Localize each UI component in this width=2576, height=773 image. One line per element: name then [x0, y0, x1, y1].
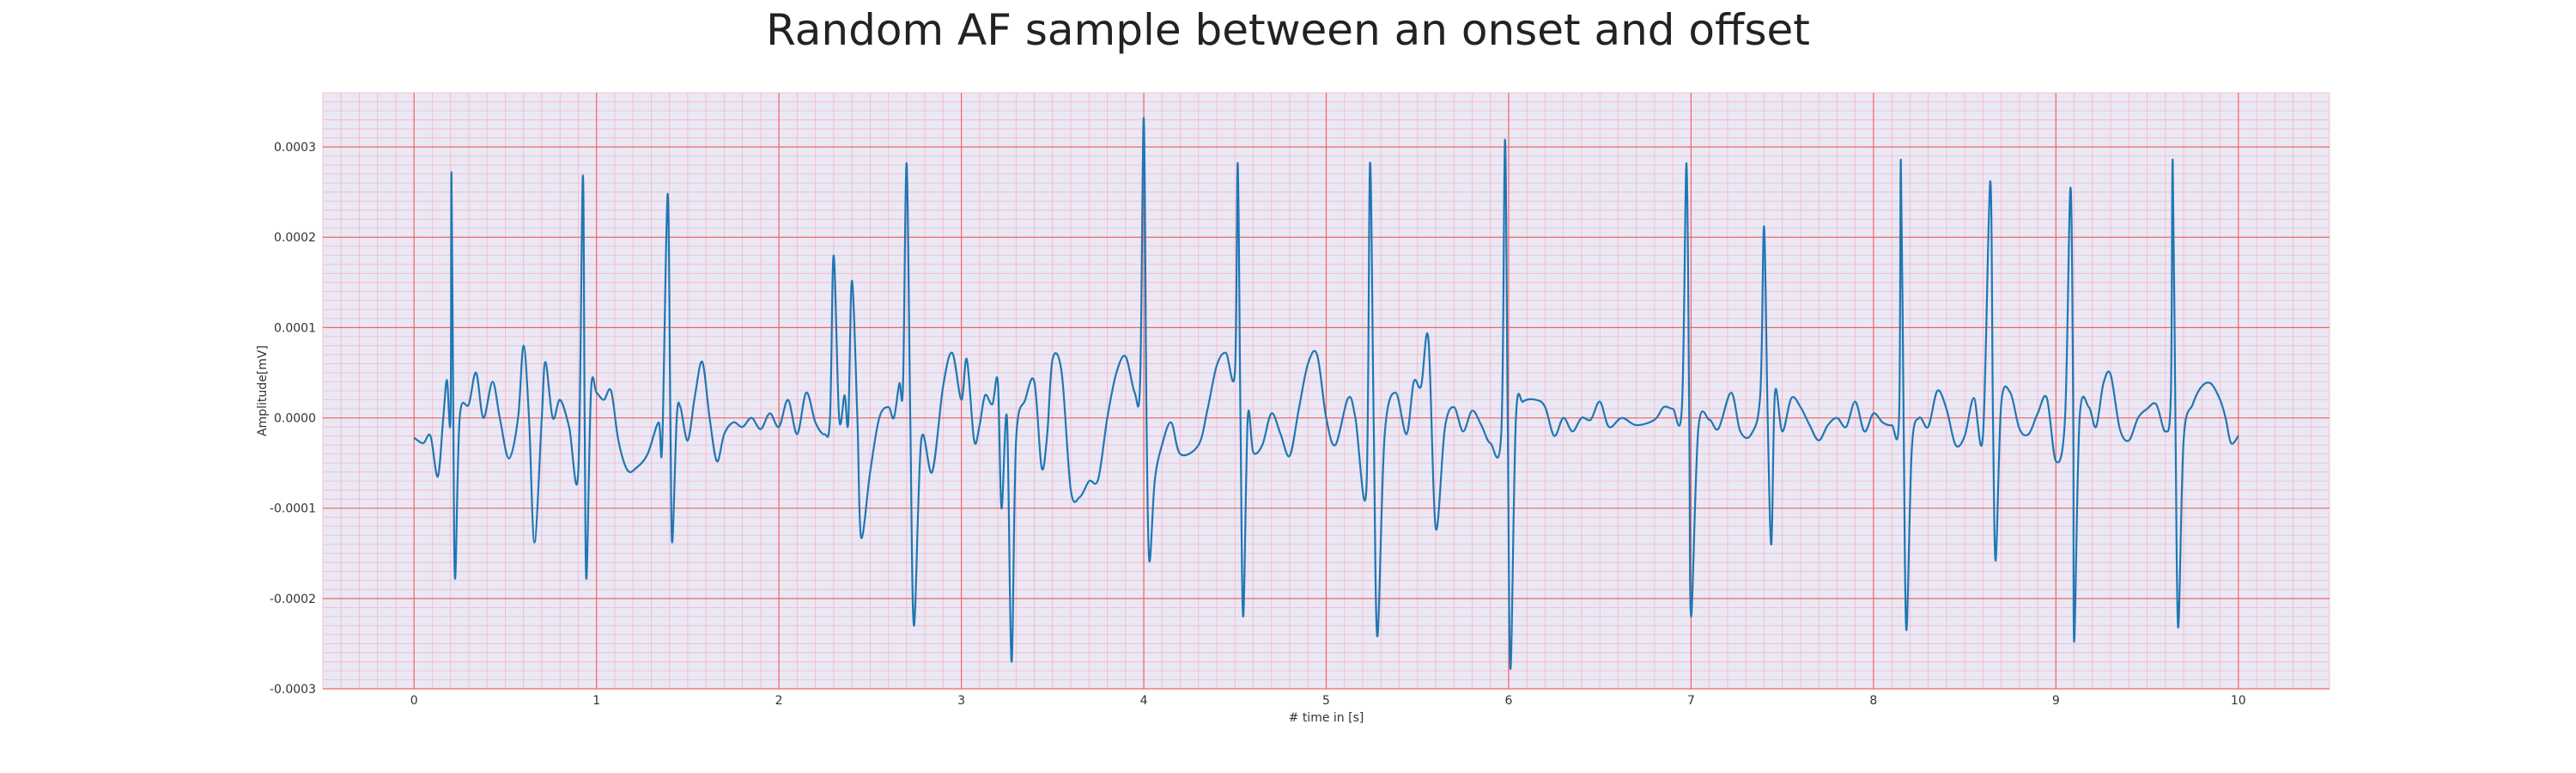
y-tick-label: 0.0001 [274, 321, 316, 335]
series-line-0 [413, 117, 2239, 670]
y-axis-label: Amplitude[mV] [256, 345, 270, 436]
x-tick-label: 5 [1322, 694, 1330, 708]
x-axis-label: # time in [s] [1289, 711, 1364, 725]
x-tick-label: 8 [1869, 694, 1877, 708]
y-tick-label: -0.0003 [270, 683, 316, 697]
y-tick-label: -0.0001 [270, 502, 316, 516]
x-tick-label: 4 [1140, 694, 1148, 708]
major-grid [323, 93, 2330, 690]
chart-title: Random AF sample between an onset and of… [766, 5, 1810, 55]
y-tick-label: 0.0000 [274, 412, 316, 426]
series-layer [413, 117, 2239, 670]
x-tick-label: 1 [592, 694, 600, 708]
y-axis-ticks: -0.0003 -0.0002 -0.0001 0.0000 0.0001 0.0002 0… [270, 141, 316, 697]
x-tick-label: 3 [957, 694, 965, 708]
y-tick-label: 0.0003 [274, 141, 316, 155]
x-tick-label: 6 [1504, 694, 1512, 708]
x-tick-label: 9 [2052, 694, 2060, 708]
x-tick-label: 7 [1687, 694, 1695, 708]
y-tick-label: -0.0002 [270, 593, 316, 606]
x-tick-label: 2 [775, 694, 783, 708]
x-tick-label: 10 [2231, 694, 2246, 708]
x-axis-ticks: 0 1 2 3 4 5 6 7 8 9 10 [410, 694, 2246, 708]
y-tick-label: 0.0002 [274, 231, 316, 245]
x-tick-label: 0 [410, 694, 418, 708]
